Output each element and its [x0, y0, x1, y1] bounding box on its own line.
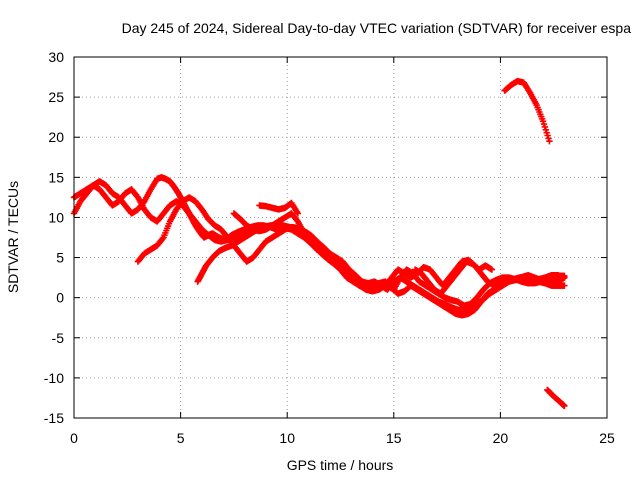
y-tick-label: 5 [56, 250, 64, 266]
x-tick-label: 5 [177, 430, 185, 446]
x-tick-label: 25 [599, 430, 615, 446]
y-tick-label: 10 [48, 209, 64, 225]
data-point [546, 138, 553, 145]
series-track-3 [134, 194, 568, 309]
x-tick-label: 15 [386, 430, 402, 446]
y-tick-label: 0 [56, 290, 64, 306]
series-track-9 [544, 386, 568, 410]
axis-ticks [73, 56, 608, 419]
data-point [561, 274, 568, 281]
y-tick-label: 30 [48, 49, 64, 65]
data-point [326, 254, 334, 261]
y-tick-label: 15 [48, 169, 64, 185]
y-tick-label: -10 [44, 370, 64, 386]
x-tick-label: 0 [70, 430, 78, 446]
data-point [561, 282, 568, 289]
grid [74, 57, 607, 418]
x-tick-label: 10 [279, 430, 295, 446]
marker-fill [159, 235, 166, 242]
y-tick-label: 20 [48, 129, 64, 145]
y-axis-label: SDTVAR / TECUs [5, 181, 21, 293]
y-tick-label: -15 [44, 410, 64, 426]
series-track-6 [256, 199, 302, 217]
x-tick-label: 20 [493, 430, 509, 446]
chart-title: Day 245 of 2024, Sidereal Day-to-day VTE… [122, 20, 632, 36]
data-point [294, 210, 302, 217]
series-track-5 [230, 210, 334, 261]
y-tick-labels: -15 -10 -5 0 5 10 15 20 25 30 [44, 49, 64, 426]
y-tick-label: 25 [48, 89, 64, 105]
data-markers [70, 77, 568, 410]
series-track-7 [411, 258, 496, 297]
data-point [488, 266, 496, 273]
data-point [561, 402, 568, 410]
y-tick-label: -5 [52, 330, 65, 346]
series-track-8 [501, 77, 553, 145]
plot-frame [73, 56, 608, 419]
x-axis-label: GPS time / hours [287, 457, 394, 473]
x-tick-labels: 0 5 10 15 20 25 [70, 430, 615, 446]
